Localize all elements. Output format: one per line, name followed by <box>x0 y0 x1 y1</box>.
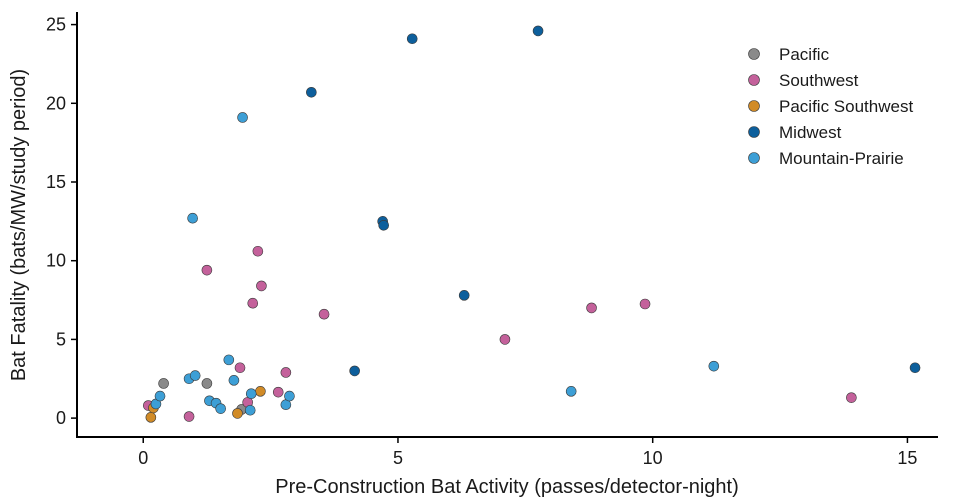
data-point-southwest <box>846 392 857 403</box>
data-point-midwest <box>378 219 389 231</box>
data-point-pacific-southwest <box>232 408 243 419</box>
data-point-southwest <box>256 280 267 292</box>
data-point-pacific <box>201 378 213 389</box>
x-tick-label: 0 <box>138 448 148 468</box>
data-point-mountain-prairie <box>284 390 295 402</box>
legend-marker-southwest <box>748 74 760 86</box>
y-tick-label: 5 <box>56 329 66 349</box>
legend-marker-midwest <box>748 126 760 138</box>
data-point-southwest <box>272 386 284 398</box>
x-tick-label: 15 <box>897 448 917 468</box>
data-point-southwest <box>499 334 511 345</box>
data-point-pacific-southwest <box>255 386 266 397</box>
data-point-midwest <box>349 365 360 377</box>
y-tick-label: 20 <box>46 93 66 113</box>
data-points <box>143 25 921 423</box>
legend-marker-pacific <box>748 48 760 60</box>
data-point-southwest <box>318 308 330 320</box>
data-point-midwest <box>909 362 921 374</box>
data-point-southwest <box>201 264 213 276</box>
data-point-mountain-prairie <box>187 212 198 224</box>
x-tick-label: 10 <box>643 448 663 468</box>
data-point-mountain-prairie <box>154 390 166 402</box>
data-point-southwest <box>252 245 264 257</box>
y-axis-title: Bat Fatality (bats/MW/study period) <box>8 69 30 381</box>
legend-label-southwest: Southwest <box>779 71 859 90</box>
legend-marker-pacific-southwest <box>748 100 760 112</box>
y-tick-label: 25 <box>46 15 66 35</box>
data-point-mountain-prairie <box>245 388 257 400</box>
y-tick-label: 10 <box>46 251 66 271</box>
legend-label-pacific-southwest: Pacific Southwest <box>779 97 913 116</box>
data-point-southwest <box>234 362 246 374</box>
data-point-midwest <box>306 86 317 98</box>
data-point-pacific <box>158 378 169 389</box>
data-point-mountain-prairie <box>565 386 577 397</box>
data-point-southwest <box>639 298 651 310</box>
legend-label-pacific: Pacific <box>779 45 830 64</box>
x-axis-title: Pre-Construction Bat Activity (passes/de… <box>275 476 739 498</box>
data-point-southwest <box>586 302 597 314</box>
data-point-midwest <box>406 33 418 45</box>
legend-label-mountain-prairie: Mountain-Prairie <box>779 149 904 168</box>
data-point-mountain-prairie <box>237 112 248 123</box>
y-axis-ticks: 0 5 10 15 20 25 <box>46 15 77 428</box>
data-point-mountain-prairie <box>228 375 240 386</box>
data-point-mountain-prairie <box>244 404 256 416</box>
data-point-midwest <box>532 25 544 37</box>
y-tick-label: 0 <box>56 408 66 428</box>
legend: Pacific Southwest Pacific Southwest Midwest… <box>748 45 913 168</box>
data-point-southwest <box>247 297 259 309</box>
data-point-midwest <box>458 290 470 301</box>
data-point-southwest <box>280 367 292 378</box>
legend-label-midwest: Midwest <box>779 123 842 142</box>
x-axis-ticks: 0 5 10 15 <box>138 437 917 468</box>
data-point-mountain-prairie <box>223 354 235 366</box>
data-point-pacific-southwest <box>145 412 157 423</box>
y-tick-label: 15 <box>46 172 66 192</box>
data-point-southwest <box>183 411 195 422</box>
x-tick-label: 5 <box>393 448 403 468</box>
data-point-mountain-prairie <box>708 360 720 372</box>
data-point-mountain-prairie <box>215 403 226 414</box>
data-point-mountain-prairie <box>189 370 201 381</box>
legend-marker-mountain-prairie <box>748 152 760 164</box>
